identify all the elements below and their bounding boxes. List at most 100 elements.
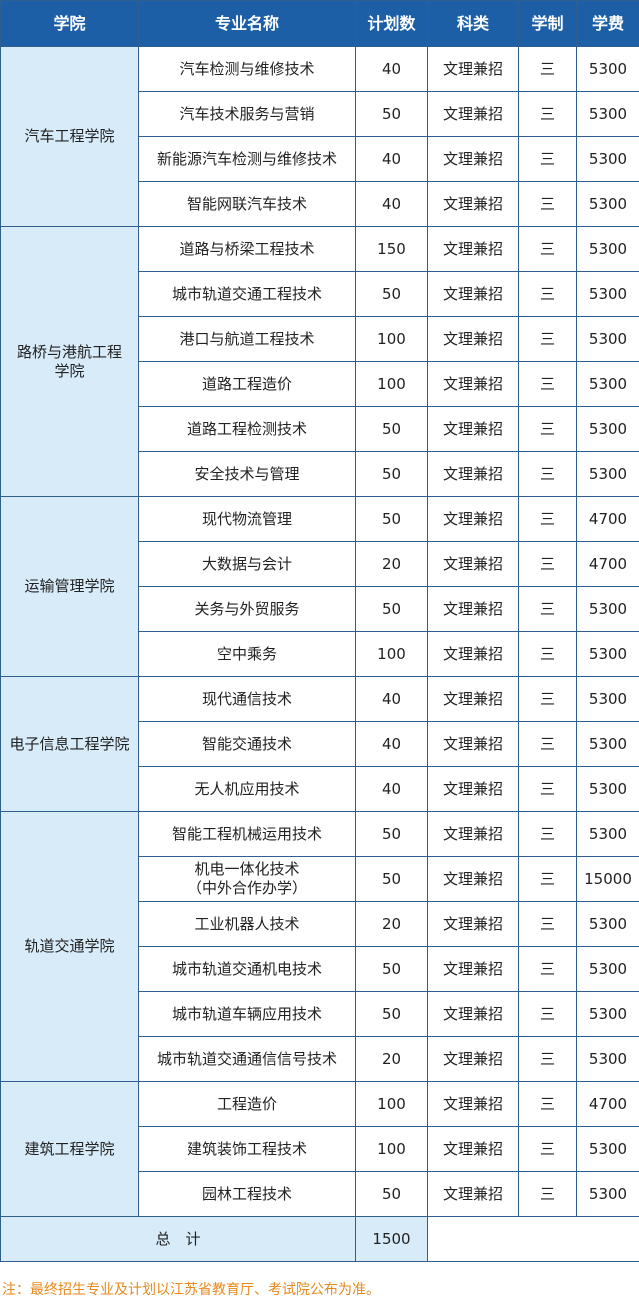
table-cell: 5300 <box>576 811 639 857</box>
table-cell: 现代通信技术 <box>138 676 356 722</box>
table-cell: 100 <box>355 316 428 362</box>
table-cell: 工业机器人技术 <box>138 901 356 947</box>
table-row: 城市轨道交通工程技术 50 文理兼招三 5300 <box>1 271 639 317</box>
table-cell: 5300 <box>576 676 639 722</box>
table-cell: 文理兼招 <box>427 946 519 992</box>
table-row: 运输管理学院 现代物流管理 50 文理兼招三 4700 <box>0 496 639 677</box>
table-row: 建筑装饰工程技术 100 文理兼招三 5300 <box>1 1126 639 1172</box>
table-cell: 40 <box>355 721 428 767</box>
header-cell: 科类 <box>427 0 519 47</box>
table-cell: 100 <box>355 1126 428 1172</box>
table-row: 无人机应用技术 40 文理兼招三 5300 <box>1 766 639 812</box>
table-row: 机电一体化技术 （中外合作办学） 50 文理兼招三 15000 <box>1 856 639 902</box>
table-cell: 20 <box>355 541 428 587</box>
table-cell: 文理兼招 <box>427 676 519 722</box>
table-row: 空中乘务 100 文理兼招三 5300 <box>1 631 639 677</box>
table-cell: 三 <box>518 496 577 542</box>
table-cell: 100 <box>355 361 428 407</box>
college-cell: 汽车工程学院 <box>0 46 139 227</box>
table-cell: 50 <box>355 496 428 542</box>
table-cell: 文理兼招 <box>427 586 519 632</box>
table-cell: 5300 <box>576 46 639 92</box>
table-cell: 三 <box>518 766 577 812</box>
table-row: 城市轨道交通通信信号技术 20 文理兼招三 5300 <box>1 1036 639 1082</box>
college-cell: 电子信息工程学院 <box>0 676 139 812</box>
table-cell: 智能交通技术 <box>138 721 356 767</box>
header-row: 学院 专业名称 计划数 科类 学制 学费 <box>0 0 639 47</box>
table-cell: 5300 <box>576 91 639 137</box>
table-row: 道路工程造价 100 文理兼招三 5300 <box>1 361 639 407</box>
table-cell: 文理兼招 <box>427 181 519 227</box>
table-row: 建筑工程学院 工程造价 100 文理兼招三 4700 <box>0 1081 639 1217</box>
table-cell: 三 <box>518 901 577 947</box>
table-cell: 5300 <box>576 631 639 677</box>
table-cell: 50 <box>355 1171 428 1217</box>
table-cell: 5300 <box>576 766 639 812</box>
table-cell: 5300 <box>576 271 639 317</box>
table-cell: 三 <box>518 136 577 182</box>
table-cell: 关务与外贸服务 <box>138 586 356 632</box>
table-cell: 道路工程检测技术 <box>138 406 356 452</box>
table-cell: 三 <box>518 946 577 992</box>
table-cell: 三 <box>518 451 577 497</box>
table-cell: 道路工程造价 <box>138 361 356 407</box>
table-cell: 三 <box>518 811 577 857</box>
table-cell: 文理兼招 <box>427 541 519 587</box>
table-cell: 50 <box>355 586 428 632</box>
table-cell: 5300 <box>576 361 639 407</box>
table-cell: 5300 <box>576 451 639 497</box>
table-cell: 4700 <box>576 541 639 587</box>
table-cell: 150 <box>355 226 428 272</box>
table-cell: 文理兼招 <box>427 46 519 92</box>
college-cell: 建筑工程学院 <box>0 1081 139 1217</box>
table-row: 汽车技术服务与营销 50 文理兼招三 5300 <box>1 91 639 137</box>
table-cell: 20 <box>355 901 428 947</box>
note: 注：最终招生专业及计划以江苏省教育厅、考试院公布为准。 <box>2 1282 380 1298</box>
table-row: 电子信息工程学院 现代通信技术 40 文理兼招三 5300 <box>0 676 639 812</box>
table-cell: 4700 <box>576 496 639 542</box>
header-cell: 专业名称 <box>138 0 356 47</box>
table-cell: 5300 <box>576 316 639 362</box>
table-cell: 三 <box>518 406 577 452</box>
table-cell: 三 <box>518 676 577 722</box>
table-cell: 文理兼招 <box>427 136 519 182</box>
table-row: 轨道交通学院 智能工程机械运用技术 50 文理兼招三 5300 <box>0 811 639 1082</box>
table-cell: 5300 <box>576 226 639 272</box>
table-cell: 汽车技术服务与营销 <box>138 91 356 137</box>
table-cell: 城市轨道车辆应用技术 <box>138 991 356 1037</box>
table-cell: 三 <box>518 226 577 272</box>
table-cell: 文理兼招 <box>427 451 519 497</box>
table-cell: 5300 <box>576 586 639 632</box>
table-row: 城市轨道交通机电技术 50 文理兼招三 5300 <box>1 946 639 992</box>
table-cell: 工程造价 <box>138 1081 356 1127</box>
table-cell: 文理兼招 <box>427 496 519 542</box>
college-cell: 运输管理学院 <box>0 496 139 677</box>
table-cell: 三 <box>518 91 577 137</box>
table-cell: 5300 <box>576 946 639 992</box>
table-cell: 50 <box>355 991 428 1037</box>
table-cell: 文理兼招 <box>427 856 519 902</box>
header-cell: 学制 <box>518 0 577 47</box>
table-cell: 三 <box>518 46 577 92</box>
table-cell: 40 <box>355 136 428 182</box>
table-cell: 5300 <box>576 181 639 227</box>
table-cell: 文理兼招 <box>427 901 519 947</box>
empty-cell <box>427 1216 639 1262</box>
table-cell: 三 <box>518 316 577 362</box>
table-cell: 15000 <box>576 856 639 902</box>
table-cell: 智能工程机械运用技术 <box>138 811 356 857</box>
table-row: 城市轨道车辆应用技术 50 文理兼招三 5300 <box>1 991 639 1037</box>
table-cell: 文理兼招 <box>427 361 519 407</box>
table-cell: 文理兼招 <box>427 991 519 1037</box>
table-row: 大数据与会计 20 文理兼招三 4700 <box>1 541 639 587</box>
table-cell: 安全技术与管理 <box>138 451 356 497</box>
table-cell: 三 <box>518 1081 577 1127</box>
table-cell: 文理兼招 <box>427 766 519 812</box>
enrollment-table: 学院 专业名称 计划数 科类 学制 学费 汽车工程学院 汽车检测与维修技术 40 文理兼招三 53… <box>0 0 639 1262</box>
table-row: 道路工程检测技术 50 文理兼招三 5300 <box>1 406 639 452</box>
table-cell: 100 <box>355 1081 428 1127</box>
header-cell: 学费 <box>576 0 639 47</box>
total-label: 总 计 <box>0 1216 356 1262</box>
table-cell: 园林工程技术 <box>138 1171 356 1217</box>
table-cell: 文理兼招 <box>427 91 519 137</box>
